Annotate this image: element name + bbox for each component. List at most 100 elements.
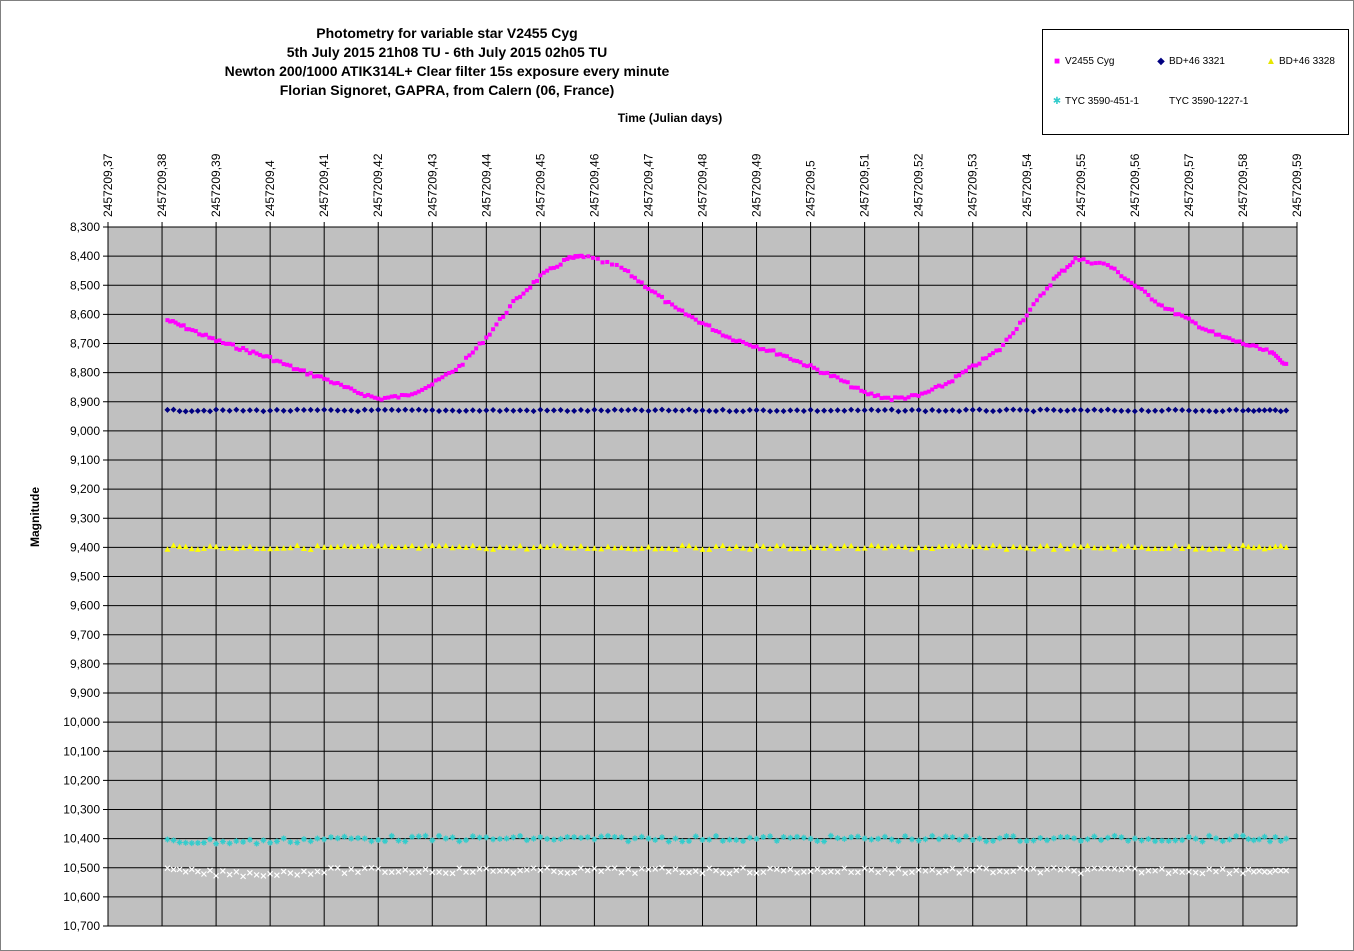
data-point <box>273 545 280 551</box>
data-point <box>989 408 996 415</box>
data-point <box>1179 869 1186 876</box>
data-point <box>523 407 530 414</box>
data-point <box>410 392 415 397</box>
data-point <box>1071 406 1078 413</box>
data-point <box>1240 870 1246 877</box>
data-point <box>1239 407 1246 414</box>
data-point <box>751 344 756 349</box>
data-point <box>626 269 631 274</box>
data-point <box>996 868 1003 875</box>
data-point <box>714 328 719 333</box>
data-point <box>318 374 323 379</box>
data-point <box>625 866 632 873</box>
data-point <box>881 544 888 551</box>
data-point <box>737 338 742 343</box>
data-point <box>1018 320 1023 325</box>
data-point <box>361 406 368 413</box>
x-tick-label: 2457209,43 <box>425 153 439 217</box>
data-point <box>193 329 198 334</box>
data-point <box>168 319 173 324</box>
data-point <box>1261 347 1266 352</box>
data-point <box>886 395 891 400</box>
data-point <box>176 839 183 846</box>
title-line-1: Photometry for variable star V2455 Cyg <box>316 25 578 41</box>
data-point <box>1207 329 1212 334</box>
data-point <box>916 393 921 398</box>
data-point <box>652 545 659 552</box>
data-point <box>814 408 821 415</box>
data-point <box>658 834 665 841</box>
data-point <box>989 837 996 844</box>
data-point <box>1062 268 1067 273</box>
data-point <box>1037 406 1044 413</box>
data-point <box>1111 832 1118 839</box>
data-point <box>219 868 226 874</box>
data-point <box>1073 256 1078 261</box>
data-point <box>733 867 740 874</box>
data-point <box>1200 326 1205 331</box>
data-point <box>307 406 314 413</box>
data-point <box>949 542 956 549</box>
data-point <box>201 871 207 877</box>
data-point <box>787 866 794 873</box>
data-point <box>832 373 837 378</box>
data-point <box>604 407 611 414</box>
data-point <box>784 354 789 359</box>
data-point <box>746 834 753 841</box>
data-point <box>1111 407 1118 414</box>
data-point <box>294 839 301 846</box>
data-point <box>207 335 212 340</box>
data-point <box>517 867 524 874</box>
data-point <box>1206 832 1213 839</box>
data-point <box>719 870 726 876</box>
data-point <box>233 545 240 552</box>
data-point <box>591 255 596 260</box>
data-point <box>1172 837 1179 844</box>
data-point <box>1077 407 1084 414</box>
legend-label: TYC 3590-1227-1 <box>1169 96 1249 107</box>
data-point <box>253 407 260 414</box>
data-point <box>1266 544 1273 551</box>
x-tick-label: 2457209,48 <box>696 153 710 217</box>
data-point <box>480 341 485 346</box>
data-point <box>788 356 793 361</box>
data-point <box>956 836 963 843</box>
data-point <box>409 833 416 840</box>
data-point <box>841 865 848 872</box>
title-line-4: Florian Signoret, GAPRA, from Calern (06… <box>279 82 615 98</box>
data-point <box>1030 545 1037 552</box>
data-point <box>1192 835 1199 842</box>
data-point <box>244 348 249 353</box>
data-point <box>976 406 983 413</box>
data-point <box>226 871 233 878</box>
data-point <box>415 406 422 413</box>
data-point <box>178 323 183 328</box>
data-point <box>176 408 183 415</box>
data-point <box>1138 407 1145 414</box>
data-point <box>780 867 787 874</box>
data-point <box>510 870 517 876</box>
data-point <box>463 869 469 876</box>
data-point <box>240 873 247 880</box>
data-point <box>355 869 361 876</box>
data-point <box>656 293 661 298</box>
data-point <box>1192 407 1199 414</box>
data-point <box>230 342 235 347</box>
data-point <box>213 872 220 879</box>
y-tick-label: 9,000 <box>70 424 100 438</box>
y-tick-label: 10,100 <box>63 744 100 758</box>
data-point <box>960 370 965 375</box>
data-point <box>194 407 201 414</box>
data-point <box>1272 867 1279 874</box>
data-point <box>381 543 388 549</box>
data-point <box>386 395 391 400</box>
y-tick-label: 9,700 <box>70 628 100 642</box>
data-point <box>787 545 794 552</box>
data-point <box>409 869 415 876</box>
data-point <box>348 407 355 414</box>
data-point <box>328 865 334 871</box>
data-point <box>395 544 402 550</box>
data-point <box>1084 866 1091 873</box>
data-point <box>182 408 189 415</box>
data-point <box>1247 343 1252 348</box>
